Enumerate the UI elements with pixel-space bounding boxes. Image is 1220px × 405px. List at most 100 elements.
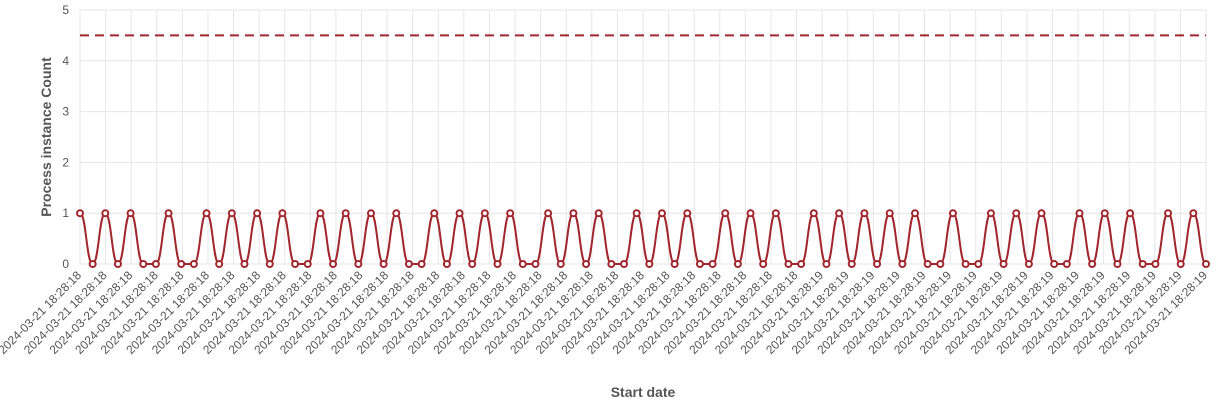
data-point[interactable]	[215, 260, 224, 268]
x-axis-title: Start date	[611, 384, 676, 400]
data-point[interactable]	[797, 260, 806, 268]
data-point[interactable]	[569, 209, 578, 218]
data-point[interactable]	[582, 260, 591, 268]
data-point[interactable]	[202, 209, 211, 218]
data-point[interactable]	[468, 260, 477, 268]
data-point[interactable]	[695, 260, 704, 268]
y-tick-label: 0	[62, 257, 69, 271]
data-point[interactable]	[442, 260, 451, 268]
data-point[interactable]	[771, 209, 780, 218]
data-point[interactable]	[759, 260, 768, 268]
data-point[interactable]	[1176, 260, 1185, 268]
data-point[interactable]	[999, 260, 1008, 268]
data-point[interactable]	[227, 209, 236, 218]
data-point[interactable]	[455, 209, 464, 218]
data-point[interactable]	[404, 260, 413, 268]
data-point[interactable]	[1075, 209, 1084, 218]
data-point[interactable]	[1126, 209, 1135, 218]
data-point[interactable]	[76, 209, 84, 218]
data-point[interactable]	[683, 209, 692, 218]
data-point[interactable]	[265, 260, 274, 268]
data-point[interactable]	[493, 260, 502, 268]
data-point[interactable]	[480, 209, 489, 218]
data-point[interactable]	[291, 260, 300, 268]
data-point[interactable]	[1138, 260, 1147, 268]
data-point[interactable]	[417, 260, 426, 268]
data-point[interactable]	[632, 209, 641, 218]
data-point[interactable]	[657, 209, 666, 218]
data-point[interactable]	[822, 260, 831, 268]
data-point[interactable]	[1037, 209, 1046, 218]
data-point[interactable]	[873, 260, 882, 268]
y-tick-label: 1	[62, 206, 69, 220]
data-point[interactable]	[670, 260, 679, 268]
data-point[interactable]	[329, 260, 338, 268]
data-point[interactable]	[354, 260, 363, 268]
data-point[interactable]	[531, 260, 540, 268]
data-point[interactable]	[721, 209, 730, 218]
data-point[interactable]	[1164, 209, 1173, 218]
data-point[interactable]	[1024, 260, 1033, 268]
data-point[interactable]	[518, 260, 527, 268]
data-point[interactable]	[316, 209, 325, 218]
data-point[interactable]	[164, 209, 173, 218]
data-point[interactable]	[379, 260, 388, 268]
data-point[interactable]	[1100, 209, 1109, 218]
data-point[interactable]	[189, 260, 198, 268]
data-point[interactable]	[240, 260, 249, 268]
data-point[interactable]	[974, 260, 983, 268]
data-point[interactable]	[784, 260, 793, 268]
data-point[interactable]	[303, 260, 312, 268]
data-point[interactable]	[278, 209, 287, 218]
data-point[interactable]	[809, 209, 818, 218]
data-point[interactable]	[898, 260, 907, 268]
data-point[interactable]	[177, 260, 186, 268]
data-point[interactable]	[253, 209, 262, 218]
data-point[interactable]	[430, 209, 439, 218]
data-point[interactable]	[139, 260, 148, 268]
data-point[interactable]	[1062, 260, 1071, 268]
data-point[interactable]	[847, 260, 856, 268]
data-point[interactable]	[620, 260, 629, 268]
data-point[interactable]	[923, 260, 932, 268]
data-point[interactable]	[733, 260, 742, 268]
data-point[interactable]	[594, 209, 603, 218]
data-point[interactable]	[556, 260, 565, 268]
data-point[interactable]	[341, 209, 350, 218]
data-point[interactable]	[101, 209, 110, 218]
y-axis-title: Process instance Count	[38, 57, 54, 217]
data-point[interactable]	[1088, 260, 1097, 268]
data-point[interactable]	[151, 260, 160, 268]
data-point[interactable]	[948, 209, 957, 218]
data-point[interactable]	[366, 209, 375, 218]
data-point[interactable]	[860, 209, 869, 218]
data-point[interactable]	[885, 209, 894, 218]
data-point[interactable]	[986, 209, 995, 218]
data-point[interactable]	[746, 209, 755, 218]
data-point[interactable]	[961, 260, 970, 268]
y-tick-label: 5	[62, 3, 69, 17]
data-point[interactable]	[708, 260, 717, 268]
data-point[interactable]	[506, 209, 515, 218]
data-point[interactable]	[936, 260, 945, 268]
data-point[interactable]	[1189, 209, 1198, 218]
data-point[interactable]	[544, 209, 553, 218]
data-point[interactable]	[645, 260, 654, 268]
data-point[interactable]	[607, 260, 616, 268]
data-point[interactable]	[126, 209, 135, 218]
data-point[interactable]	[835, 209, 844, 218]
data-point[interactable]	[1202, 260, 1210, 268]
data-point[interactable]	[392, 209, 401, 218]
data-point[interactable]	[1050, 260, 1059, 268]
y-tick-label: 4	[62, 54, 69, 68]
data-point[interactable]	[88, 260, 97, 268]
data-point[interactable]	[911, 209, 920, 218]
data-point[interactable]	[113, 260, 122, 268]
data-point[interactable]	[1012, 209, 1021, 218]
series-layer	[76, 209, 1210, 268]
data-point[interactable]	[1151, 260, 1160, 268]
y-axis-ticks: 0 1 2 3 4 5	[62, 3, 69, 271]
data-point[interactable]	[1113, 260, 1122, 268]
